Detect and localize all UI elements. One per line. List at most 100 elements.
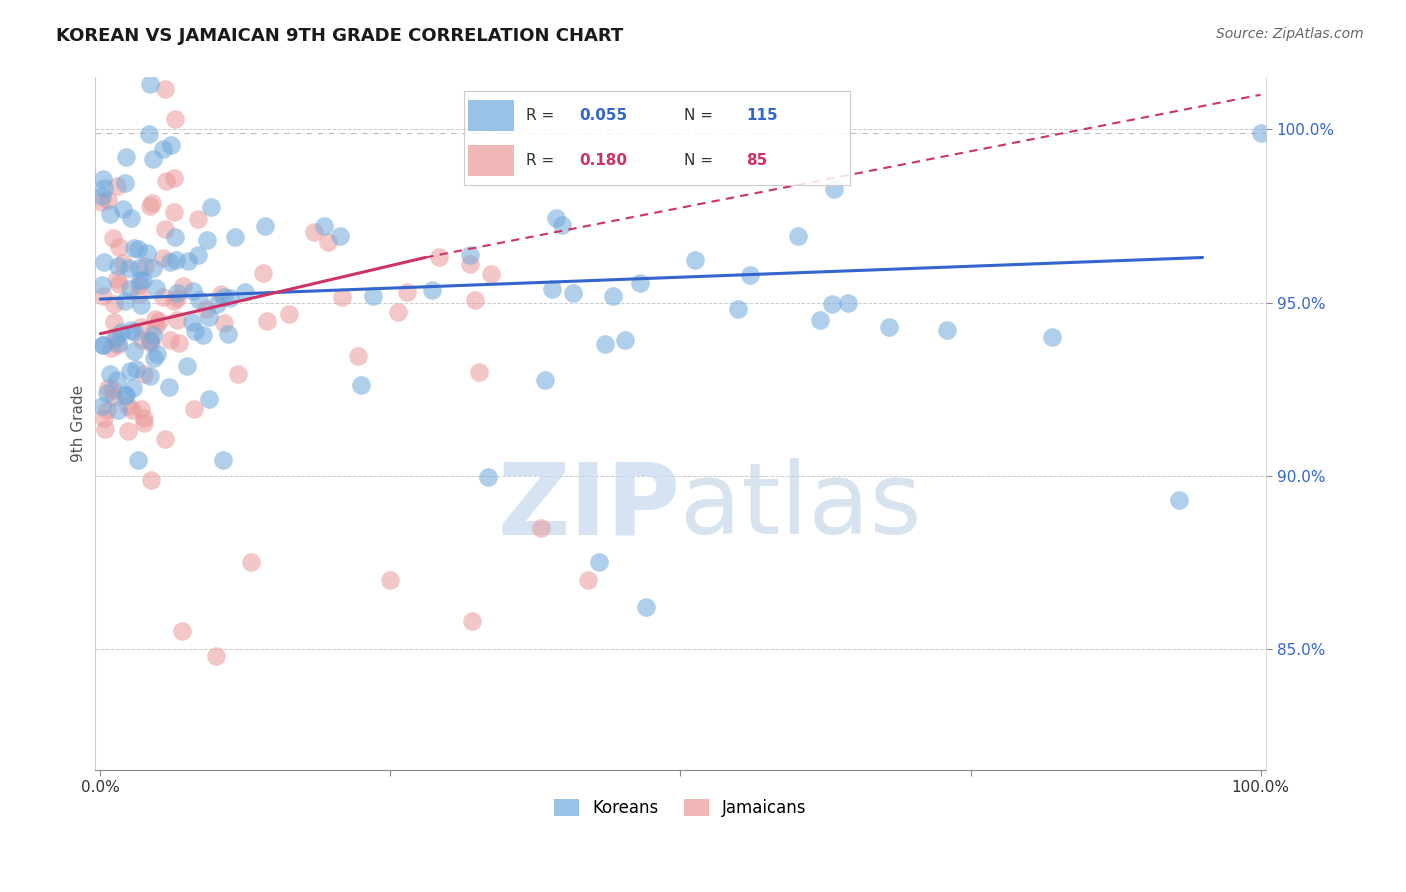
Point [837,296,859,310]
Point [115,388,138,402]
Point [118,364,141,378]
Point [167,336,190,351]
Text: KOREAN VS JAMAICAN 9TH GRADE CORRELATION CHART: KOREAN VS JAMAICAN 9TH GRADE CORRELATION… [56,27,623,45]
Point [278,307,301,321]
Point [98,207,121,221]
Point [120,323,142,337]
Point [226,367,249,381]
Point [634,600,657,615]
Point [91,189,114,203]
Point [180,315,202,329]
Point [155,174,177,188]
Point [380,573,402,587]
Point [134,411,156,425]
Point [396,285,419,300]
Point [91,172,114,186]
Point [112,255,135,269]
Point [128,286,150,301]
Point [129,320,152,334]
Point [105,373,128,387]
Point [205,296,228,310]
Point [330,289,353,303]
Point [458,248,481,262]
Point [114,176,136,190]
Point [96,386,118,401]
Point [183,402,205,417]
Point [534,373,557,387]
Point [145,280,167,294]
Point [602,289,624,303]
Point [170,624,193,639]
Point [104,330,127,344]
Point [108,277,131,291]
Point [177,253,200,268]
Point [142,152,165,166]
Point [200,200,222,214]
Point [460,614,482,628]
Point [316,235,339,249]
Point [240,555,263,569]
Point [157,380,180,394]
Point [588,555,610,569]
Point [787,229,810,244]
Point [821,297,844,311]
Point [118,260,141,275]
Point [1040,330,1063,344]
Point [153,433,176,447]
Point [166,285,188,300]
Point [427,250,450,264]
Point [214,289,236,303]
Point [143,351,166,365]
Point [181,284,204,298]
Point [176,359,198,374]
Point [254,219,277,234]
Point [121,402,143,417]
Point [145,347,167,361]
Point [460,256,482,270]
Point [139,369,162,384]
Point [120,211,142,225]
Point [108,240,131,254]
Point [166,313,188,327]
Point [139,474,162,488]
Point [114,293,136,308]
Point [91,289,114,303]
Point [152,142,174,156]
Point [194,302,217,317]
Point [1168,492,1191,507]
Point [128,277,150,292]
Point [808,313,831,327]
Point [530,520,553,534]
Point [118,282,141,296]
Point [184,324,207,338]
Text: Source: ZipAtlas.com: Source: ZipAtlas.com [1216,27,1364,41]
Point [136,246,159,260]
Point [103,390,125,404]
Point [129,402,152,417]
Point [91,338,114,352]
Point [172,279,194,293]
Point [477,470,499,484]
Point [152,251,174,265]
Point [576,573,599,587]
Point [142,328,165,343]
Point [117,399,139,413]
Point [727,302,749,317]
Point [91,277,114,292]
Point [107,337,129,351]
Point [187,248,209,262]
Point [103,384,125,398]
Point [160,138,183,153]
Point [129,272,152,286]
Point [122,381,145,395]
Point [823,182,845,196]
Point [122,344,145,359]
Point [467,365,489,379]
Point [138,77,160,91]
Point [132,273,155,287]
Point [93,254,115,268]
Point [134,259,156,273]
Point [103,297,125,311]
Point [159,255,181,269]
Legend: Koreans, Jamaicans: Koreans, Jamaicans [547,792,813,824]
